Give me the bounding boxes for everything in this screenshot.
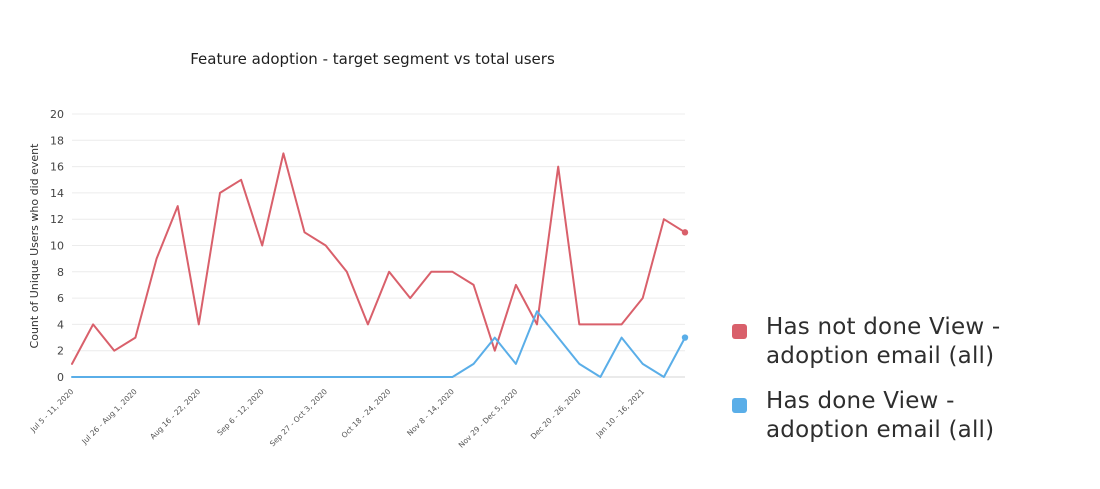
chart-title: Feature adoption - target segment vs tot… bbox=[190, 50, 555, 68]
x-tick-label: Dec 20 - 26, 2020 bbox=[529, 387, 583, 441]
x-tick-label: Sep 27 - Oct 3, 2020 bbox=[268, 387, 329, 448]
series-line-1[interactable] bbox=[71, 310, 686, 378]
x-tick-label: Nov 8 - 14, 2020 bbox=[405, 387, 456, 438]
y-tick-label: 2 bbox=[57, 345, 64, 358]
series-end-point[interactable] bbox=[681, 334, 689, 341]
y-tick-label: 6 bbox=[57, 292, 64, 305]
legend-swatch-blue bbox=[732, 398, 747, 413]
y-tick-label: 20 bbox=[50, 108, 64, 121]
y-tick-label: 0 bbox=[57, 371, 64, 384]
y-tick-label: 12 bbox=[50, 213, 64, 226]
x-tick-label: Jul 5 - 11, 2020 bbox=[28, 387, 76, 435]
legend-item-not-done[interactable]: Has not done View - adoption email (all) bbox=[732, 313, 1026, 371]
x-tick-label: Jul 26 - Aug 1, 2020 bbox=[79, 387, 139, 447]
gridlines bbox=[72, 113, 685, 378]
x-axis-ticks: Jul 5 - 11, 2020 Jul 26 - Aug 1, 2020 Aug … bbox=[28, 387, 646, 450]
y-tick-label: 14 bbox=[50, 187, 64, 200]
y-tick-label: 8 bbox=[57, 266, 64, 279]
series-lines bbox=[71, 152, 689, 378]
y-axis-label: Count of Unique Users who did event bbox=[28, 143, 41, 349]
legend-swatch-red bbox=[732, 324, 747, 339]
legend-item-done[interactable]: Has done View - adoption email (all) bbox=[732, 387, 1026, 445]
legend: Has not done View - adoption email (all)… bbox=[732, 313, 1026, 461]
x-tick-label: Aug 16 - 22, 2020 bbox=[148, 387, 202, 441]
y-tick-label: 18 bbox=[50, 134, 64, 147]
x-tick-label: Oct 18 - 24, 2020 bbox=[340, 387, 393, 440]
legend-label: Has not done View - adoption email (all) bbox=[766, 314, 1001, 369]
series-end-point[interactable] bbox=[681, 229, 689, 236]
legend-label: Has done View - adoption email (all) bbox=[766, 388, 995, 443]
series-line-0[interactable] bbox=[71, 152, 686, 365]
y-tick-label: 4 bbox=[57, 318, 64, 331]
y-tick-label: 16 bbox=[50, 161, 64, 174]
x-tick-label: Nov 29 - Dec 5, 2020 bbox=[457, 387, 520, 450]
y-tick-label: 10 bbox=[50, 240, 64, 253]
x-tick-label: Jan 10 - 16, 2021 bbox=[594, 387, 647, 440]
x-tick-label: Sep 6 - 12, 2020 bbox=[215, 387, 265, 437]
line-chart: 0 2 4 6 8 10 12 14 16 18 20 Jul 5 - 11, 2020 Jul 26… bbox=[28, 108, 689, 450]
y-axis-ticks: 0 2 4 6 8 10 12 14 16 18 20 bbox=[50, 108, 64, 384]
